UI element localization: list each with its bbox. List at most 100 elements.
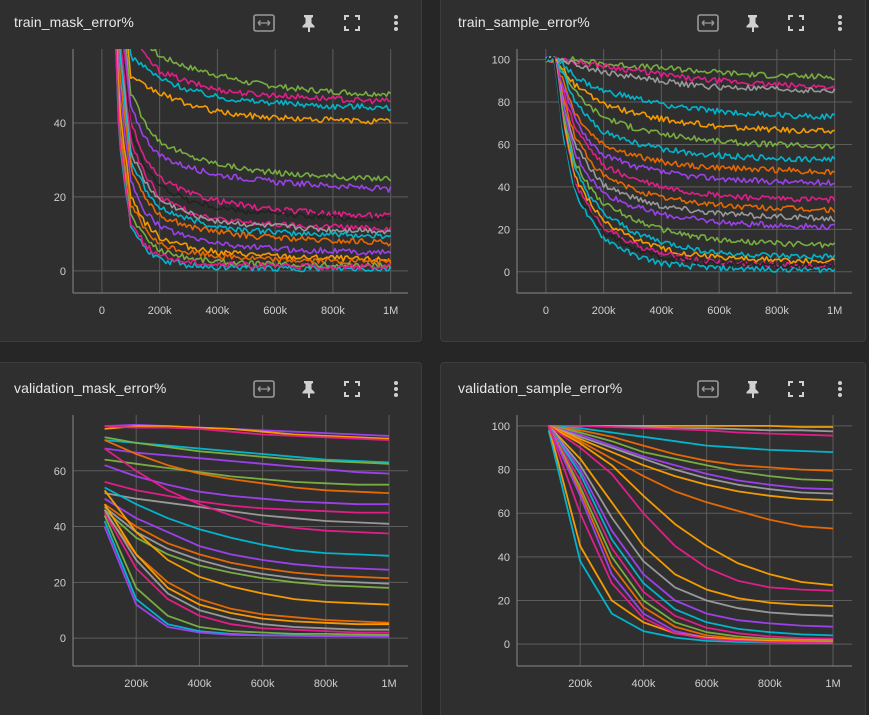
fullscreen-icon[interactable] xyxy=(783,376,809,402)
series-line xyxy=(545,57,836,150)
series-line xyxy=(104,439,390,464)
series-line xyxy=(548,425,834,495)
fit-domain-icon[interactable] xyxy=(251,10,277,36)
series-line xyxy=(103,503,389,626)
series-line xyxy=(547,425,834,644)
series-line xyxy=(118,49,392,240)
line-chart[interactable]: 0 20 40 60 80 100 200k 400k 600k 800k 1M xyxy=(441,407,866,707)
series-line xyxy=(125,49,392,182)
series-line xyxy=(103,512,390,624)
line-chart[interactable]: 0 20 40 60 200k 400k 600k 800k 1M xyxy=(0,407,422,707)
x-tick-label: 400k xyxy=(187,678,211,690)
series-line xyxy=(548,425,834,453)
series-line xyxy=(545,56,836,91)
series-line xyxy=(548,424,834,437)
series-line xyxy=(103,515,390,636)
y-tick-label: 40 xyxy=(54,522,66,534)
series-line xyxy=(545,58,836,204)
series-line xyxy=(545,56,836,274)
pin-icon[interactable] xyxy=(740,10,766,36)
series-line xyxy=(122,49,392,219)
x-tick-label: 1M xyxy=(827,305,842,317)
series-line xyxy=(103,526,390,638)
chart-title: train_mask_error% xyxy=(14,14,134,30)
x-tick-label: 400k xyxy=(649,305,673,317)
series-line xyxy=(545,57,835,134)
series-line xyxy=(104,506,390,585)
x-tick-label: 800k xyxy=(765,305,789,317)
series-line xyxy=(104,503,390,580)
series-line xyxy=(545,56,836,163)
series-line xyxy=(115,49,392,273)
series-line xyxy=(120,49,392,232)
chart-card-validation-mask-error: validation_mask_error% 0 20 40 60 200k 400k 60… xyxy=(0,362,422,715)
fullscreen-icon[interactable] xyxy=(339,10,365,36)
series-line xyxy=(548,425,834,587)
fit-domain-icon[interactable] xyxy=(251,376,277,402)
series-line xyxy=(104,436,390,465)
series-line xyxy=(116,49,392,256)
series-line xyxy=(104,481,389,514)
chart-title: validation_mask_error% xyxy=(14,380,167,396)
y-tick-label: 40 xyxy=(498,182,510,194)
more-options-icon[interactable] xyxy=(827,10,853,36)
series-line xyxy=(545,55,836,249)
series-line xyxy=(548,425,834,592)
y-tick-label: 0 xyxy=(60,633,66,645)
y-tick-label: 20 xyxy=(498,596,510,608)
y-tick-label: 0 xyxy=(60,266,66,278)
series-line xyxy=(104,425,390,441)
series-line xyxy=(548,425,834,530)
chart-title: validation_sample_error% xyxy=(458,380,623,396)
series-line xyxy=(548,425,834,501)
pin-icon[interactable] xyxy=(296,376,322,402)
more-options-icon[interactable] xyxy=(383,10,409,36)
y-tick-label: 60 xyxy=(54,466,66,478)
series-line xyxy=(121,49,392,223)
series-line xyxy=(127,49,392,125)
more-options-icon[interactable] xyxy=(827,376,853,402)
line-chart[interactable]: 0 20 40 60 80 100 0 200k 400k 600k 800k 1M xyxy=(441,41,866,331)
y-tick-label: 0 xyxy=(504,267,510,279)
fullscreen-icon[interactable] xyxy=(783,10,809,36)
x-tick-label: 200k xyxy=(148,305,172,317)
y-tick-label: 80 xyxy=(498,465,510,477)
x-tick-label: 200k xyxy=(124,678,148,690)
series-line xyxy=(104,425,390,440)
series-line xyxy=(124,49,392,193)
series-line xyxy=(545,57,836,120)
series-line xyxy=(547,425,834,637)
series-line xyxy=(547,425,834,642)
pin-icon[interactable] xyxy=(740,376,766,402)
series-line xyxy=(545,56,835,187)
series-line xyxy=(547,425,834,617)
x-tick-label: 0 xyxy=(543,305,549,317)
series-line xyxy=(104,447,390,475)
series-line xyxy=(129,49,392,112)
more-options-icon[interactable] xyxy=(383,376,409,402)
fit-domain-icon[interactable] xyxy=(695,376,721,402)
fullscreen-icon[interactable] xyxy=(339,376,365,402)
series-line xyxy=(104,486,390,557)
series-line xyxy=(104,447,390,535)
series-line xyxy=(104,492,390,525)
series-line xyxy=(545,56,835,231)
x-tick-label: 800k xyxy=(758,678,782,690)
series-line xyxy=(115,49,391,263)
chart-title: train_sample_error% xyxy=(458,14,590,30)
series-line xyxy=(103,512,389,634)
fit-domain-icon[interactable] xyxy=(695,10,721,36)
series-line xyxy=(103,489,390,606)
series-line xyxy=(545,56,836,265)
x-tick-label: 0 xyxy=(99,305,105,317)
pin-icon[interactable] xyxy=(296,10,322,36)
x-tick-label: 200k xyxy=(592,305,616,317)
x-tick-label: 400k xyxy=(205,305,229,317)
series-line xyxy=(115,49,392,265)
series-line xyxy=(545,57,836,94)
y-tick-label: 80 xyxy=(498,97,510,109)
y-tick-label: 40 xyxy=(54,118,66,130)
series-line xyxy=(545,56,836,270)
y-tick-label: 40 xyxy=(498,552,510,564)
line-chart[interactable]: 0 20 40 0 200k 400k 600k 800k 1M xyxy=(0,41,422,331)
